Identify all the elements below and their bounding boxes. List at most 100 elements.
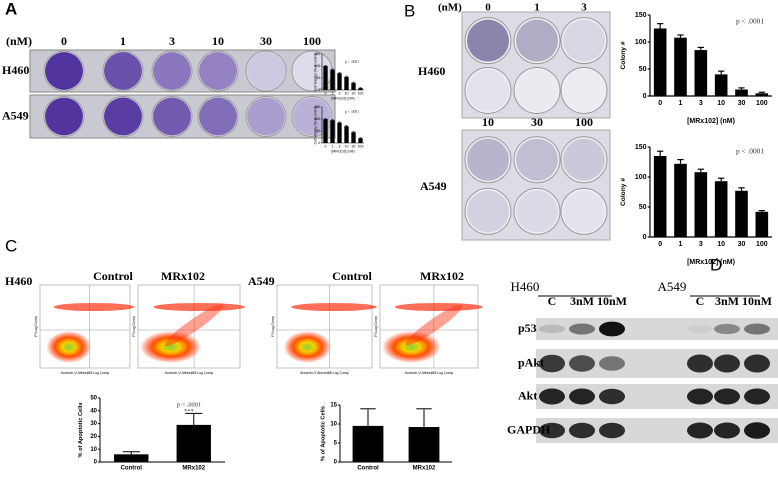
well (513, 187, 561, 235)
well-stain (199, 52, 237, 90)
blot-band (714, 422, 740, 439)
bar (755, 93, 769, 96)
y-tick-label: 150 (635, 144, 647, 151)
x-tick-label: 1 (332, 144, 334, 148)
well (464, 66, 512, 114)
y-tick-label: 50 (316, 129, 320, 133)
dose-label: 30 (260, 34, 272, 48)
annotation: *** (184, 408, 193, 415)
x-axis-label: [MRx102] (nM) (331, 97, 354, 101)
lane-label: 3nM (715, 294, 739, 308)
y-tick-label: 0 (318, 88, 320, 92)
flow-cloud (283, 331, 332, 363)
x-tick-label: 30 (738, 241, 746, 248)
dose-label: 3 (169, 34, 175, 48)
x-tick-label: 100 (756, 241, 768, 248)
lane-label: 10nM (597, 294, 627, 308)
well-stain (516, 69, 558, 111)
well-stain (153, 52, 191, 90)
axis-label: Annexin-V Alexa488 Log Comp (405, 371, 454, 375)
y-tick-label: 50 (90, 396, 97, 402)
y-axis-label: Cell Viability (% of control) (313, 53, 317, 92)
blot-band (599, 388, 625, 405)
condition-label: MRx102 (161, 269, 205, 283)
annotation: p < .0001 (736, 17, 764, 26)
y-tick-label: 10 (90, 447, 97, 453)
bar (330, 69, 335, 90)
well-stain (45, 97, 83, 136)
panel-letter: B (404, 1, 415, 20)
dose-label: 100 (575, 115, 593, 129)
x-tick-label: MRx102 (413, 466, 436, 472)
x-tick-label: 0 (325, 91, 327, 95)
flow-cloud (46, 331, 92, 363)
y-tick-label: 20 (90, 434, 97, 440)
dose-label: 0 (61, 34, 67, 48)
x-tick-label: 100 (358, 144, 364, 148)
flow-cloud (153, 303, 246, 311)
bar (337, 73, 342, 90)
well (513, 66, 561, 114)
panel-letter: A (5, 0, 17, 18)
well (245, 50, 287, 92)
blot-band (687, 325, 713, 333)
blot-band (539, 388, 565, 405)
y-tick-label: 0 (94, 460, 98, 466)
y-tick-label: 10 (330, 422, 337, 428)
flow-cloud (140, 331, 202, 363)
blot-band (569, 355, 595, 372)
x-tick-label: 3 (699, 241, 703, 248)
x-tick-label: Control (121, 466, 143, 472)
bar (694, 50, 708, 96)
axis-label: PI Log Comp (271, 316, 275, 336)
lane-label: C (548, 294, 557, 308)
row-label: H460 (2, 63, 29, 77)
axis-label: Annexin-V Alexa488 Log Comp (61, 371, 110, 375)
dose-label: 1 (534, 2, 540, 14)
dose-label: 3 (581, 2, 587, 14)
annotation: p < .0001 (177, 401, 201, 408)
y-tick-label: 40 (90, 408, 97, 414)
protein-label: pAkt (518, 355, 544, 369)
bar (358, 138, 363, 143)
bar (714, 181, 728, 237)
well (464, 187, 512, 235)
dose-label: 100 (303, 34, 321, 48)
well-stain (563, 190, 605, 233)
x-tick-label: 0 (325, 144, 327, 148)
x-tick-label: 3 (699, 100, 703, 107)
bar (674, 37, 687, 96)
protein-label: p53 (518, 321, 537, 335)
cell-label: A549 (658, 279, 687, 294)
axis-label: PI Log Comp (374, 316, 378, 336)
x-tick-label: 100 (358, 91, 364, 95)
panel-letter: D (710, 255, 722, 274)
bar (351, 82, 356, 90)
y-tick-label: 150 (314, 105, 320, 109)
bar (344, 126, 349, 143)
axis-label: PI Log Comp (34, 316, 38, 336)
bar (735, 89, 748, 96)
y-tick-label: 0 (643, 234, 647, 241)
blot-band (687, 388, 713, 405)
well (464, 136, 512, 184)
x-tick-label: 1 (679, 241, 683, 248)
axis-label: Annexin-V Alexa488 Log Comp (165, 371, 214, 375)
x-axis-label: [MRx102] (nM) (687, 259, 735, 266)
y-tick-label: 150 (314, 52, 320, 56)
row-label: H460 (418, 64, 445, 78)
y-tick-label: 0 (643, 93, 647, 100)
well-stain (104, 52, 142, 90)
bar (337, 122, 342, 143)
well (560, 17, 608, 65)
bar (344, 76, 349, 90)
bar (714, 74, 728, 96)
bar (330, 120, 335, 143)
dose-label: 0 (485, 2, 491, 14)
blot-band (599, 356, 625, 371)
y-tick-label: 100 (635, 174, 647, 181)
bar (735, 190, 748, 237)
blot (536, 318, 778, 340)
dose-label: 10 (482, 115, 494, 129)
